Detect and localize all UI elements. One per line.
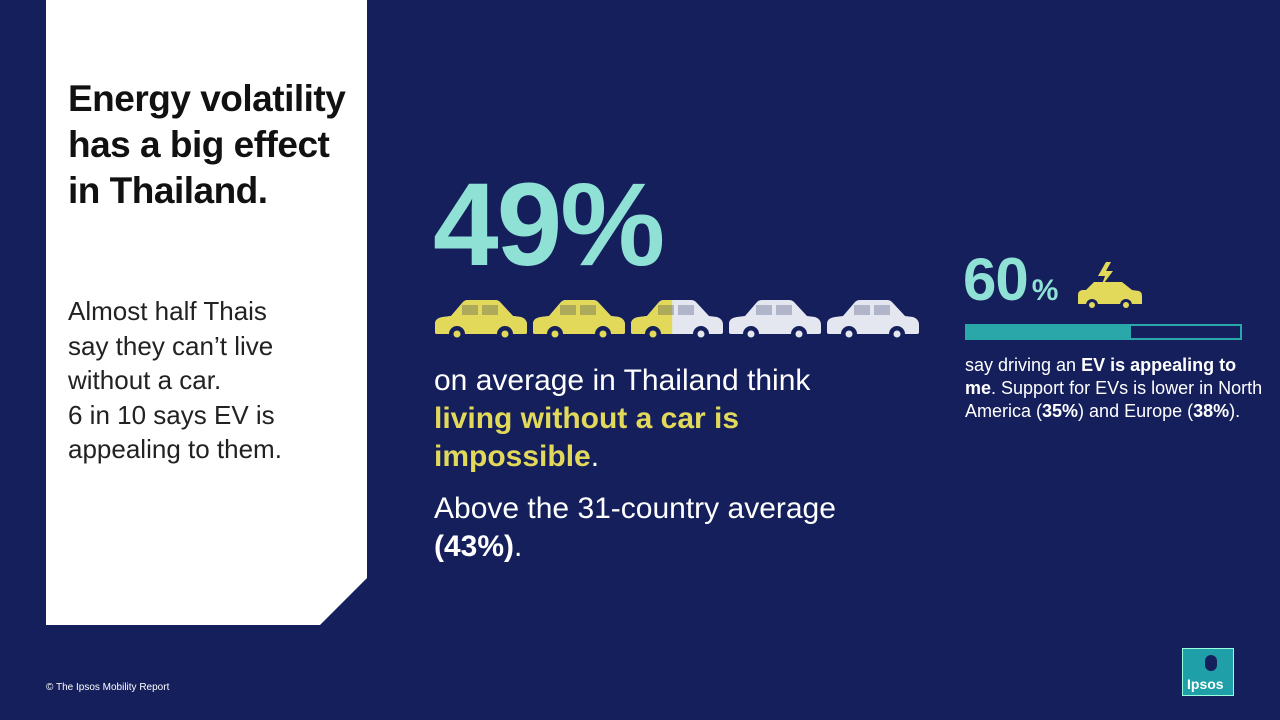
comparison-text: Above the 31-country average <box>434 492 836 525</box>
panel-body: Almost half Thais say they can’t live with… <box>68 294 282 467</box>
headline-unit: % <box>560 159 665 291</box>
car <box>729 300 821 342</box>
car-hub <box>649 330 657 338</box>
logo-text: Ipsos <box>1187 676 1224 692</box>
ev-unit: % <box>1031 274 1059 307</box>
comparison: Above the 31-country average (43%). <box>434 490 894 566</box>
headline-text: on average in Thailand think living with… <box>434 362 894 476</box>
ev-stat: 60% <box>963 250 1058 310</box>
car-window <box>874 305 890 315</box>
car-window <box>560 305 576 315</box>
text-segment: EV is appealing to me <box>965 355 1237 398</box>
car-hub <box>697 330 705 338</box>
car-hub <box>599 330 607 338</box>
body-line: appealing to them. <box>68 434 282 464</box>
ev-description: say driving an EV is appealing to me. Su… <box>965 354 1265 423</box>
car-body <box>729 300 821 334</box>
comparison-end: . <box>514 530 523 563</box>
car-window <box>756 305 772 315</box>
body-line: 6 in 10 says EV is <box>68 399 275 430</box>
body-line: say they can’t live <box>68 330 274 361</box>
car-window <box>580 305 596 315</box>
ev-car-icon <box>1078 262 1142 311</box>
headline-value: 49 <box>433 159 562 291</box>
car-fill <box>435 300 527 342</box>
bar-fill <box>966 325 1131 339</box>
text-after: . <box>590 440 600 473</box>
car-hub <box>795 330 803 338</box>
text-before: on average in Thailand think <box>434 364 811 397</box>
car-fill <box>631 300 673 342</box>
car-fill <box>533 300 625 342</box>
copyright: © The Ipsos Mobility Report <box>46 682 170 693</box>
car-row <box>435 300 919 342</box>
text-segment: ) and Europe ( <box>1078 401 1194 421</box>
side-panel: Energy volatility has a big effect in Th… <box>46 0 367 625</box>
car-window <box>678 305 694 315</box>
text-segment: say driving an <box>965 355 1082 375</box>
car <box>631 300 723 342</box>
text-segment: 38% <box>1193 401 1230 421</box>
text-highlight: living without a car is impossible <box>434 402 740 473</box>
text-segment: ). <box>1229 401 1241 421</box>
car-hub <box>747 330 755 338</box>
text-segment: 35% <box>1042 401 1079 421</box>
car <box>435 300 527 342</box>
comparison-value: (43%) <box>434 530 515 563</box>
headline-stat: 49% <box>433 166 665 284</box>
car-window <box>854 305 870 315</box>
body-line: without a car. <box>68 365 222 395</box>
car-window <box>482 305 498 315</box>
car-window <box>658 305 673 315</box>
text-segment: . Support for EVs is lower in North Amer… <box>965 378 1263 421</box>
car-hub <box>501 330 509 338</box>
car-hub <box>453 330 461 338</box>
car-window <box>776 305 792 315</box>
panel-title: Energy volatility has a big effect in Th… <box>68 78 346 211</box>
ev-value: 60 <box>963 246 1029 313</box>
body-line: Almost half Thais <box>68 296 267 326</box>
car <box>533 300 625 342</box>
ipsos-logo: Ipsos <box>1182 648 1234 696</box>
ev-progress <box>965 324 1242 340</box>
car-hub <box>893 330 901 338</box>
car-body <box>827 300 919 334</box>
car-body <box>631 300 673 334</box>
car-hub <box>845 330 853 338</box>
car-hub <box>551 330 559 338</box>
car-window <box>462 305 478 315</box>
car-body <box>435 300 527 334</box>
car <box>827 300 919 342</box>
car-body <box>533 300 625 334</box>
